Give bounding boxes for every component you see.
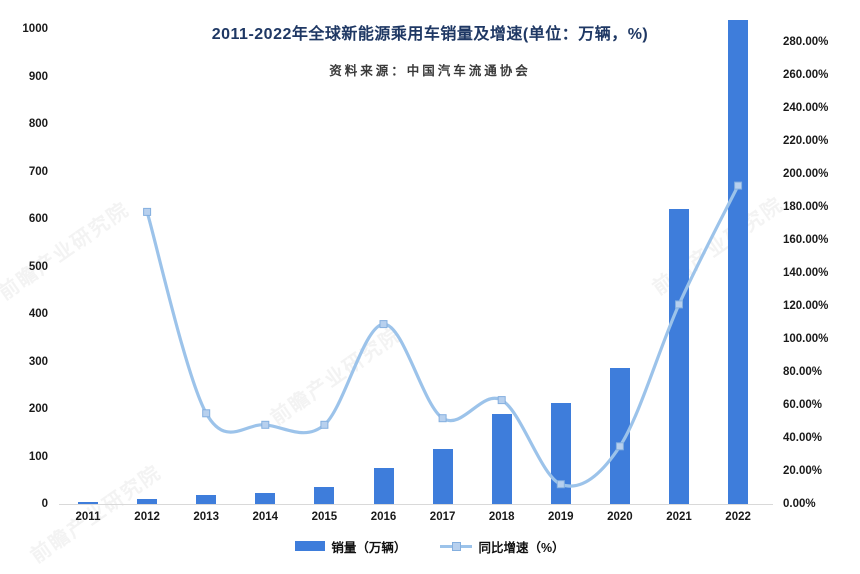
x-axis-label: 2012 (134, 511, 160, 523)
y-axis-right-tick-label: 80.00% (783, 366, 823, 378)
x-axis-label: 2018 (488, 511, 515, 523)
line-swatch-marker (452, 542, 462, 551)
bar (669, 208, 689, 504)
bar (728, 19, 749, 504)
growth-line-marker (615, 442, 624, 451)
y-axis-left-tick-label: 100 (28, 450, 48, 463)
legend-item-sales: 销量（万辆） (295, 537, 406, 556)
chart-subtitle: 资料来源：中国汽车流通协会 (329, 64, 531, 78)
bar (550, 403, 571, 504)
y-axis-left-tick-label: 600 (28, 213, 48, 225)
x-axis-label: 2014 (252, 511, 279, 523)
y-axis-left-tick-label: 1000 (22, 23, 48, 35)
y-axis-left-tick-label: 800 (28, 118, 48, 130)
growth-line-marker (202, 409, 211, 418)
legend-label-growth: 同比增速（%） (478, 540, 565, 555)
legend-item-growth: 同比增速（%） (440, 537, 565, 556)
y-axis-right-tick-label: 120.00% (783, 300, 829, 312)
x-axis-label: 2016 (370, 511, 397, 523)
growth-line-marker (556, 480, 565, 489)
y-axis-right-tick-label: 280.00% (783, 36, 829, 48)
x-axis-label: 2020 (607, 511, 633, 523)
y-axis-right-tick-label: 20.00% (783, 465, 823, 477)
x-axis-label: 2017 (429, 511, 456, 523)
bar (255, 492, 276, 504)
growth-line-marker (734, 181, 743, 190)
y-axis-left-tick-label: 200 (28, 403, 48, 415)
chart-title: 2011-2022年全球新能源乘用车销量及增速(单位：万辆，%) (211, 26, 649, 43)
y-axis-right-tick-label: 160.00% (783, 234, 829, 246)
legend: 销量（万辆） 同比增速（%） (0, 536, 860, 556)
bar (137, 498, 158, 504)
y-axis-left-tick-label: 500 (28, 260, 48, 273)
y-axis-left-tick-label: 900 (28, 70, 48, 83)
growth-line-marker (379, 320, 388, 329)
bar (314, 486, 335, 504)
bar (491, 414, 512, 504)
bar (609, 368, 630, 504)
y-axis-right-tick-label: 180.00% (783, 201, 829, 213)
x-axis-line (59, 504, 773, 505)
x-axis-label: 2019 (548, 511, 574, 523)
bar-series-swatch (295, 541, 326, 551)
growth-line-marker (497, 396, 506, 405)
y-axis-right-tick-label: 260.00% (783, 69, 829, 81)
y-axis-left-tick-label: 700 (28, 165, 48, 178)
y-axis-left-tick-label: 300 (28, 355, 48, 368)
x-axis-label: 2013 (193, 511, 219, 523)
bar (78, 502, 98, 504)
growth-line-marker (261, 420, 270, 429)
growth-line-marker (143, 207, 152, 216)
growth-line-marker (438, 414, 447, 423)
y-axis-left-tick-label: 0 (41, 498, 48, 510)
y-axis-right-tick-label: 40.00% (783, 432, 823, 444)
y-axis-right-tick-label: 140.00% (783, 267, 829, 279)
y-axis-right-tick-label: 60.00% (783, 399, 823, 411)
y-axis-left-tick-label: 400 (28, 308, 48, 320)
x-axis-label: 2015 (311, 511, 338, 523)
x-axis-label: 2022 (725, 511, 751, 523)
bar (432, 448, 453, 504)
bar (196, 494, 217, 504)
y-axis-right-tick-label: 200.00% (783, 168, 829, 180)
x-axis-label: 2011 (75, 511, 101, 523)
legend-label-sales: 销量（万辆） (331, 540, 407, 555)
bar (373, 468, 394, 504)
y-axis-right-tick-label: 220.00% (783, 135, 829, 147)
line-series-swatch (440, 540, 473, 552)
y-axis-right-tick-label: 0.00% (783, 498, 816, 510)
y-axis-right-tick-label: 240.00% (783, 102, 829, 114)
x-axis-label: 2021 (666, 511, 692, 523)
y-axis-right-tick-label: 100.00% (783, 333, 829, 345)
growth-line (145, 184, 740, 488)
growth-line-marker (675, 300, 683, 309)
growth-line-marker (320, 420, 329, 429)
